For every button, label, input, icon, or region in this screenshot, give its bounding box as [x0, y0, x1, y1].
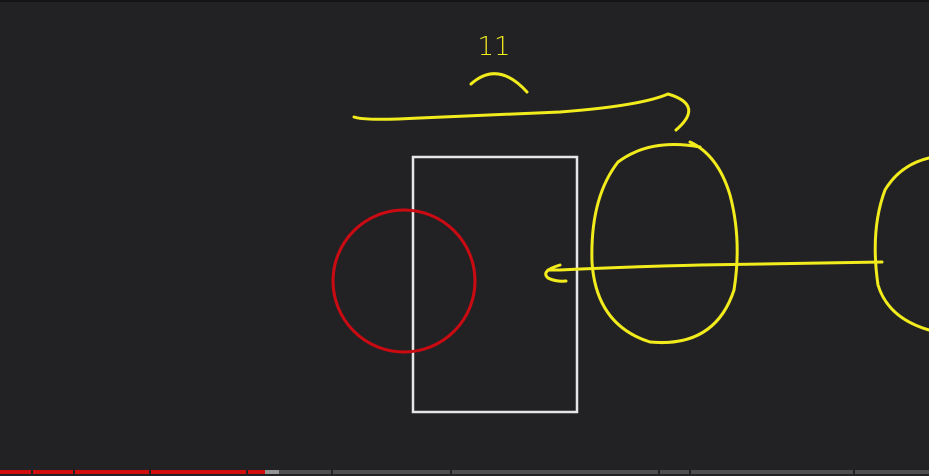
white-rectangle: [411, 155, 579, 414]
progress-played: [0, 470, 265, 474]
yellow-oval-partial: [873, 156, 929, 332]
chapter-marker: [450, 470, 452, 474]
left-arrow-line: [546, 260, 884, 272]
chapter-marker: [246, 470, 248, 474]
top-edge-divider: [0, 0, 929, 2]
chapter-marker: [149, 470, 151, 474]
arrow-head: [544, 263, 568, 283]
chapter-marker: [689, 470, 691, 474]
curved-arrow-line: [352, 92, 690, 132]
chapter-marker: [658, 470, 660, 474]
chapter-marker: [331, 470, 333, 474]
red-circle: [331, 208, 477, 354]
annotation-label: 11: [477, 32, 510, 62]
chapter-marker: [853, 470, 855, 474]
progress-bar[interactable]: [0, 468, 929, 476]
arc-mark: [469, 72, 529, 94]
chapter-marker: [73, 470, 75, 474]
yellow-oval: [590, 140, 739, 345]
chapter-marker: [31, 470, 33, 474]
progress-track[interactable]: [0, 470, 929, 474]
